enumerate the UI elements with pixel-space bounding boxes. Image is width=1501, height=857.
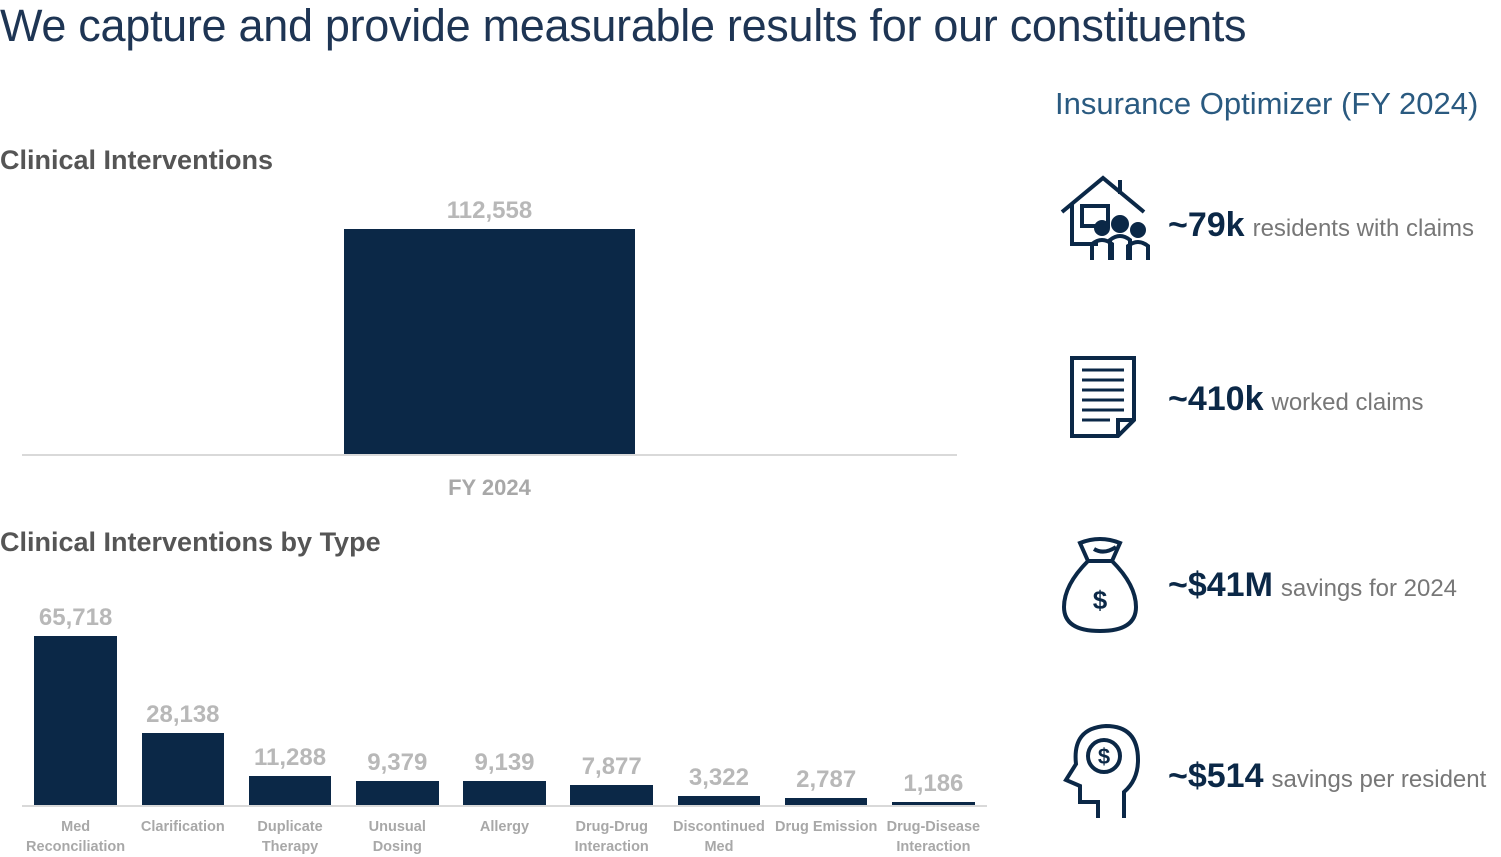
bar <box>784 797 868 805</box>
x-tick-label: Drug-Disease Interaction <box>886 819 981 855</box>
x-tick-label: FY 2024 <box>448 475 531 500</box>
svg-text:$: $ <box>1093 585 1108 615</box>
x-tick-label: Drug-Drug Interaction <box>574 819 649 855</box>
x-tick-label: Clarification <box>140 819 225 835</box>
house-family-icon <box>1060 175 1150 260</box>
data-label: 28,138 <box>146 700 220 728</box>
x-tick-label: Med Reconciliation <box>26 819 126 855</box>
page-title: We capture and provide measurable result… <box>0 0 1247 51</box>
stat-value: ~$514 <box>1168 757 1264 795</box>
data-label: 3,322 <box>688 764 749 792</box>
data-label: 2,787 <box>796 765 857 793</box>
data-label: 65,718 <box>38 604 113 631</box>
stat-row: ~79k residents with claims <box>1168 206 1474 245</box>
stat-text: savings per resident <box>1271 766 1487 793</box>
axis-line <box>22 805 987 807</box>
x-tick-label: Discontinued Med <box>673 819 765 855</box>
bar <box>677 796 761 805</box>
data-label: 112,558 <box>446 197 533 224</box>
bar <box>343 229 636 454</box>
document-icon <box>1070 356 1136 438</box>
bar <box>570 784 653 805</box>
stat-value: ~410k <box>1168 380 1264 418</box>
stat-value: ~$41M <box>1168 566 1273 604</box>
bar <box>463 781 546 805</box>
bar <box>34 636 117 805</box>
stat-text: savings for 2024 <box>1280 575 1458 602</box>
chart-title: Clinical Interventions by Type <box>0 527 381 557</box>
svg-text:$: $ <box>1098 744 1110 769</box>
data-label: 9,139 <box>474 749 535 777</box>
stat-row: ~$41M savings for 2024 <box>1168 566 1457 605</box>
bar <box>355 780 439 805</box>
stat-text: worked claims <box>1271 389 1424 416</box>
bar <box>141 732 225 805</box>
data-label: 7,877 <box>581 752 642 780</box>
money-bag-icon: $ <box>1061 537 1139 634</box>
bar <box>892 801 975 805</box>
stat-value: ~79k <box>1168 206 1245 244</box>
stat-row: ~$514 savings per resident <box>1168 757 1486 796</box>
bar <box>248 775 332 805</box>
axis-line <box>22 454 957 456</box>
x-tick-label: Drug Emission <box>774 819 878 835</box>
stat-text: residents with claims <box>1252 215 1474 242</box>
x-tick-label: Allergy <box>479 819 530 835</box>
x-tick-label: Unusual Dosing <box>368 819 426 855</box>
panel-title: Insurance Optimizer (FY 2024) <box>1055 86 1479 121</box>
head-dollar-icon: $ <box>1063 723 1141 818</box>
chart-title: Clinical Interventions <box>0 145 274 175</box>
data-label: 11,288 <box>254 743 327 771</box>
stat-row: ~410k worked claims <box>1168 380 1424 419</box>
data-label: 9,379 <box>367 748 428 776</box>
x-tick-label: Duplicate Therapy <box>257 819 323 855</box>
data-label: 1,186 <box>903 769 964 797</box>
